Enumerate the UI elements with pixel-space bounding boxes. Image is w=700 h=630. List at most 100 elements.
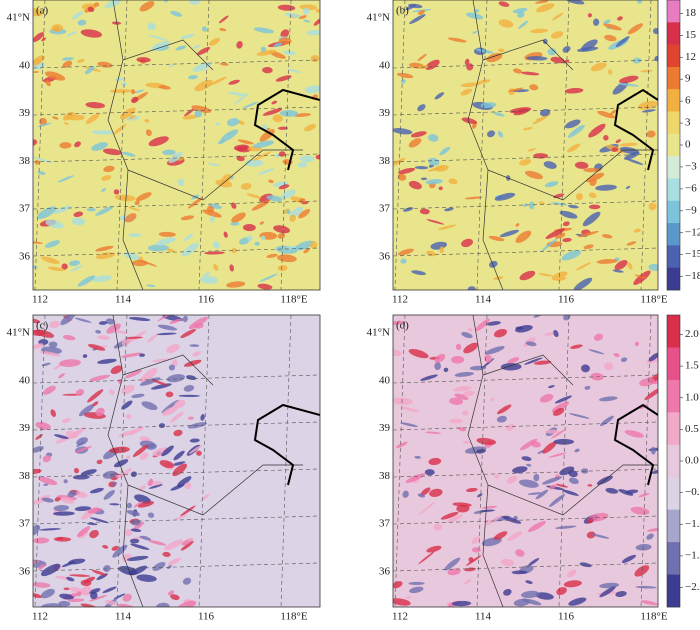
field-blob	[564, 87, 584, 94]
field-blob	[493, 329, 508, 338]
field-blob	[117, 603, 136, 607]
field-blob	[33, 468, 42, 475]
field-blob	[457, 427, 467, 432]
coastline	[253, 88, 320, 171]
graticule	[198, 0, 210, 290]
field-blob	[152, 562, 166, 571]
colorbar-label: 0.0	[685, 455, 699, 467]
field-blob	[48, 341, 58, 348]
field-blob	[45, 79, 51, 87]
field-blob	[109, 389, 115, 395]
colorbar-segment	[667, 0, 680, 23]
field-blob	[45, 219, 64, 229]
field-blob	[590, 533, 610, 539]
field-blob	[449, 397, 463, 405]
field-blob	[122, 593, 132, 602]
field-blob	[486, 130, 496, 138]
field-blob	[551, 401, 570, 413]
field-blob	[77, 591, 82, 597]
field-blob	[41, 256, 60, 264]
field-blob	[588, 512, 609, 522]
field-blob	[595, 184, 617, 191]
field-blob	[466, 63, 474, 71]
field-blob	[395, 441, 408, 449]
field-blob	[630, 506, 650, 515]
field-blob	[109, 503, 120, 506]
field-blob	[499, 229, 520, 238]
colorbar-segment	[667, 200, 680, 224]
field-blob	[103, 490, 115, 500]
field-blob	[63, 479, 68, 484]
field-blob	[239, 237, 250, 245]
field-blob	[596, 259, 618, 264]
field-blob	[175, 45, 187, 51]
field-blob	[188, 445, 203, 455]
field-blob	[62, 60, 73, 68]
field-blob	[41, 37, 46, 42]
field-blob	[219, 27, 227, 32]
field-blob	[144, 119, 150, 123]
coastline	[613, 403, 658, 486]
graticule	[33, 374, 320, 384]
field-blob	[53, 504, 70, 512]
colorbar-segment	[667, 542, 680, 575]
field-blob	[454, 371, 474, 377]
field-blob	[126, 510, 141, 517]
field-blob	[512, 466, 528, 474]
field-blob	[189, 438, 200, 443]
field-blob	[219, 62, 229, 66]
field-blob	[454, 393, 469, 400]
lat-label: 40	[19, 374, 31, 386]
field-blob	[129, 565, 148, 576]
field-blob	[231, 202, 237, 209]
field-blob	[619, 146, 639, 155]
field-blob	[87, 389, 104, 403]
graticule	[33, 421, 320, 431]
field-blob	[98, 321, 108, 325]
field-blob	[634, 274, 647, 279]
field-blob	[131, 96, 139, 104]
lat-label: 41°N	[367, 12, 390, 24]
field-blob	[493, 112, 505, 117]
field-blob	[547, 48, 557, 56]
field-blob	[74, 141, 81, 148]
field-blob	[439, 146, 451, 156]
field-blob	[446, 514, 463, 523]
boundary	[467, 0, 658, 290]
field-blob	[102, 544, 109, 549]
field-blob	[137, 501, 155, 508]
lon-label: 118°E	[280, 294, 307, 306]
lat-label: 37	[379, 203, 391, 215]
field-blob	[118, 430, 137, 437]
field-blob	[280, 189, 296, 199]
field-blob	[418, 10, 425, 15]
field-blob	[299, 4, 318, 11]
field-blob	[494, 192, 516, 201]
field-blob	[257, 168, 275, 175]
field-blob	[640, 69, 653, 73]
field-blob	[480, 509, 495, 512]
field-blob	[136, 192, 152, 201]
field-blob	[59, 359, 81, 367]
field-blob	[434, 92, 445, 100]
field-blob	[33, 318, 41, 324]
field-blob	[33, 446, 44, 453]
field-blob	[513, 108, 530, 116]
field-blob	[181, 242, 199, 257]
field-blob	[259, 273, 278, 282]
field-blob	[405, 596, 411, 599]
field-blob	[476, 449, 486, 454]
graticule	[476, 0, 488, 290]
panel-label: (c)	[36, 320, 49, 332]
field-blob	[156, 332, 177, 336]
field-blob	[85, 113, 100, 124]
field-blob	[35, 421, 51, 430]
field-blob	[519, 159, 532, 166]
colorbar-label: 2.0	[685, 328, 699, 340]
field-blob	[427, 166, 443, 172]
field-blob	[604, 362, 614, 371]
field-blob	[237, 139, 254, 145]
field-blob	[563, 580, 582, 588]
field-blob	[425, 431, 442, 434]
field-blob	[191, 105, 212, 113]
